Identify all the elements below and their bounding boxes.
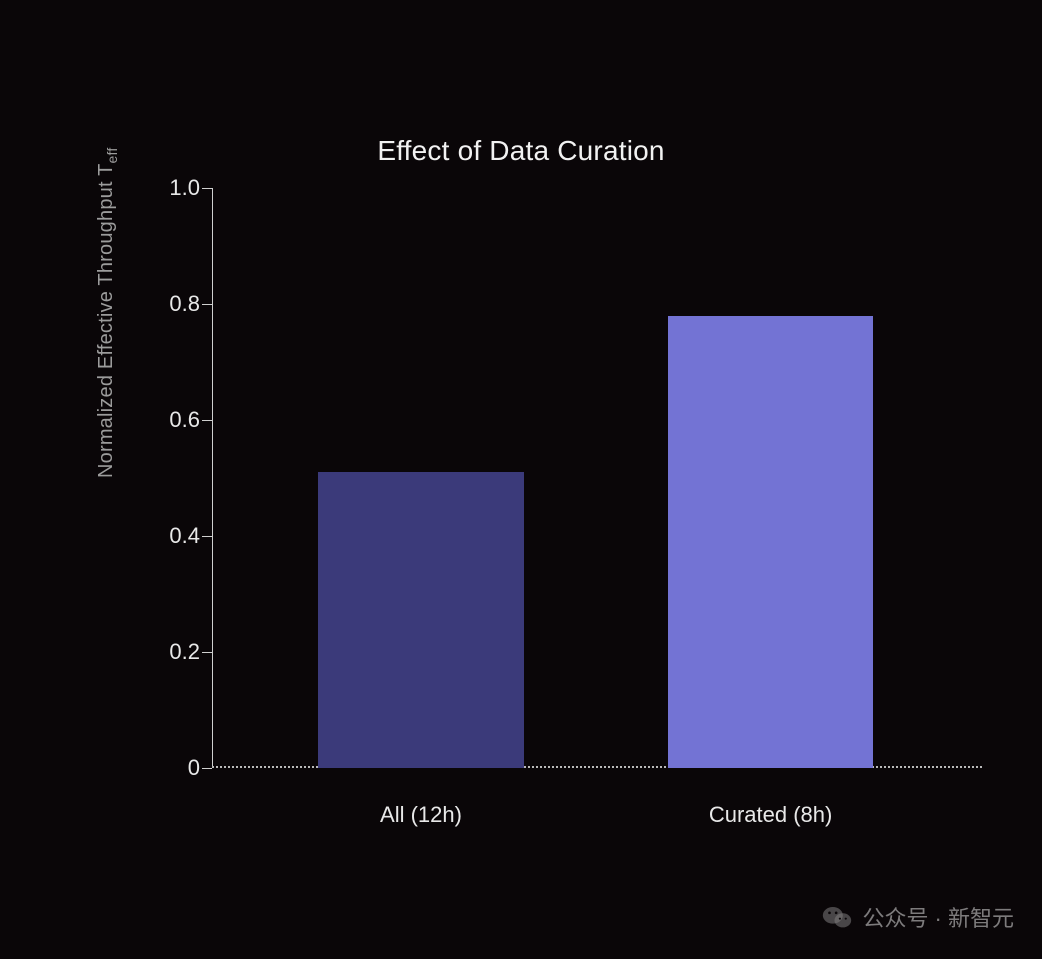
x-tick-label: Curated (8h) [709,768,833,828]
y-axis-label: Normalized Effective Throughput Teff [95,148,120,478]
y-tick [202,304,212,305]
y-tick [202,768,212,769]
y-tick-label: 0.8 [156,291,200,317]
y-tick-label: 0 [156,755,200,781]
chart-container: Effect of Data Curation Normalized Effec… [0,0,1042,959]
y-tick-label: 0.4 [156,523,200,549]
y-axis-label-sub: eff [104,148,120,164]
y-tick-label: 0.6 [156,407,200,433]
chart-title: Effect of Data Curation [0,135,1042,167]
watermark: 公众号 · 新智元 [822,901,1014,933]
plot-area: 00.20.40.60.81.0All (12h)Curated (8h) [212,188,972,768]
y-tick-label: 0.2 [156,639,200,665]
y-tick [202,188,212,189]
bar [318,472,523,768]
y-tick-label: 1.0 [156,175,200,201]
x-tick-label: All (12h) [380,768,462,828]
y-axis-label-main: Normalized Effective Throughput T [95,163,117,478]
y-axis-line [212,188,213,768]
wechat-icon [822,904,852,930]
y-tick [202,536,212,537]
watermark-text: 公众号 · 新智元 [862,901,1014,933]
y-tick [202,420,212,421]
bar [668,316,873,768]
y-tick [202,652,212,653]
